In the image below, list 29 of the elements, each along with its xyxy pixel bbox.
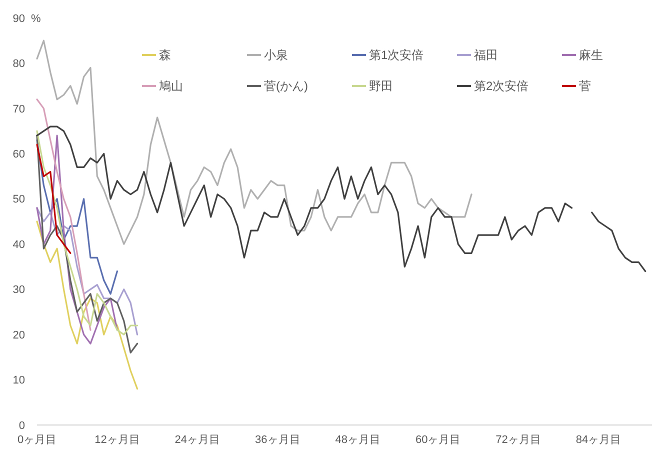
x-tick-label: 48ヶ月目 xyxy=(335,434,380,446)
x-tick-label: 12ヶ月目 xyxy=(94,434,140,446)
legend-label: 野田 xyxy=(369,79,393,94)
x-tick-label: 36ヶ月目 xyxy=(255,434,300,446)
x-tick-label: 72ヶ月目 xyxy=(496,434,541,446)
legend-label: 福田 xyxy=(474,48,498,62)
y-tick-label: 60 xyxy=(12,148,25,161)
x-tick-label: 24ヶ月目 xyxy=(174,434,220,446)
y-tick-label: 50 xyxy=(12,194,25,206)
x-tick-label: 0ヶ月目 xyxy=(17,434,57,446)
y-tick-label: 40 xyxy=(12,238,25,251)
x-tick-label: 60ヶ月目 xyxy=(415,434,461,446)
y-tick-label: 80 xyxy=(12,58,25,70)
legend-label: 森 xyxy=(159,48,171,62)
legend-label: 菅(かん) xyxy=(264,79,308,94)
y-tick-label: 20 xyxy=(12,329,25,342)
legend-label: 第2次安倍 xyxy=(474,79,529,94)
legend-label: 鳩山 xyxy=(159,79,183,94)
y-tick-label: 70 xyxy=(12,103,25,116)
legend-label: 麻生 xyxy=(579,48,603,62)
y-tick-label: 90 xyxy=(12,12,25,25)
x-tick-label: 84ヶ月目 xyxy=(576,434,622,446)
legend-label: 第1次安倍 xyxy=(369,48,424,62)
legend-label: 小泉 xyxy=(264,48,288,62)
y-tick-label: 30 xyxy=(12,284,25,296)
y-tick-label: 0 xyxy=(18,420,25,432)
legend-label: 菅 xyxy=(579,79,591,94)
y-axis-title: % xyxy=(31,12,41,25)
y-tick-label: 10 xyxy=(12,374,25,387)
